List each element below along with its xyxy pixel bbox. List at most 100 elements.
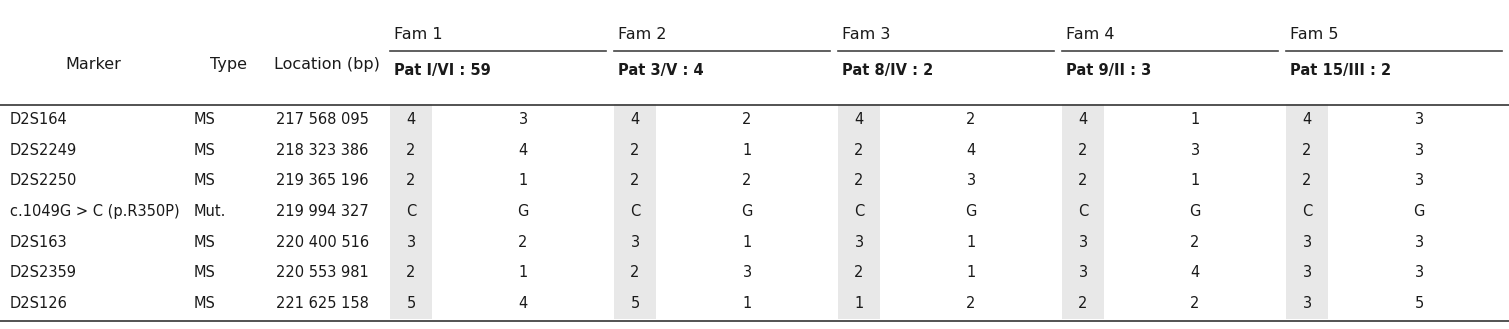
- Text: 220 553 981: 220 553 981: [276, 266, 368, 280]
- Text: C: C: [1302, 204, 1313, 219]
- Text: 2: 2: [1079, 173, 1088, 188]
- Text: 2: 2: [1302, 142, 1311, 158]
- Text: 4: 4: [519, 142, 528, 158]
- Text: Location (bp): Location (bp): [275, 57, 380, 72]
- Text: G: G: [1414, 204, 1424, 219]
- Text: 3: 3: [1191, 142, 1200, 158]
- Bar: [1286, 104, 1328, 319]
- Text: Marker: Marker: [65, 57, 121, 72]
- Text: Fam 4: Fam 4: [1065, 27, 1115, 42]
- Text: G: G: [518, 204, 528, 219]
- Text: Pat 15/III : 2: Pat 15/III : 2: [1290, 63, 1391, 79]
- Text: 1: 1: [1191, 112, 1200, 127]
- Text: 3: 3: [1414, 112, 1423, 127]
- Text: 1: 1: [742, 235, 751, 250]
- Text: 3: 3: [1414, 142, 1423, 158]
- Text: 2: 2: [631, 173, 640, 188]
- Text: D2S164: D2S164: [11, 112, 68, 127]
- Text: 4: 4: [1302, 112, 1311, 127]
- Text: MS: MS: [195, 112, 216, 127]
- Bar: [1062, 104, 1105, 319]
- Text: MS: MS: [195, 173, 216, 188]
- Text: 4: 4: [854, 112, 863, 127]
- Text: 3: 3: [1414, 235, 1423, 250]
- Text: 2: 2: [518, 235, 528, 250]
- Text: 2: 2: [406, 266, 415, 280]
- Text: 2: 2: [966, 296, 976, 311]
- Text: C: C: [854, 204, 865, 219]
- Bar: [837, 104, 880, 319]
- Text: MS: MS: [195, 296, 216, 311]
- Text: 3: 3: [1302, 266, 1311, 280]
- Text: 4: 4: [966, 142, 976, 158]
- Text: 218 323 386: 218 323 386: [276, 142, 368, 158]
- Text: 4: 4: [1191, 266, 1200, 280]
- Text: 2: 2: [854, 173, 863, 188]
- Text: C: C: [629, 204, 640, 219]
- Text: D2S163: D2S163: [11, 235, 68, 250]
- Text: 221 625 158: 221 625 158: [276, 296, 368, 311]
- Text: 2: 2: [1191, 296, 1200, 311]
- Text: Pat 8/IV : 2: Pat 8/IV : 2: [842, 63, 933, 79]
- Text: Fam 1: Fam 1: [394, 27, 442, 42]
- Text: 3: 3: [1079, 235, 1088, 250]
- Text: G: G: [741, 204, 753, 219]
- Text: D2S2250: D2S2250: [11, 173, 77, 188]
- Text: D2S126: D2S126: [11, 296, 68, 311]
- Text: D2S2249: D2S2249: [11, 142, 77, 158]
- Text: Fam 2: Fam 2: [619, 27, 667, 42]
- Text: 2: 2: [631, 142, 640, 158]
- Text: 4: 4: [519, 296, 528, 311]
- Text: 3: 3: [406, 235, 415, 250]
- Text: C: C: [406, 204, 416, 219]
- Text: 2: 2: [742, 112, 751, 127]
- Text: 4: 4: [631, 112, 640, 127]
- Text: 5: 5: [406, 296, 415, 311]
- Text: Fam 5: Fam 5: [1290, 27, 1338, 42]
- Text: c.1049G > C (p.R350P): c.1049G > C (p.R350P): [11, 204, 180, 219]
- Text: 3: 3: [1079, 266, 1088, 280]
- Text: G: G: [1189, 204, 1201, 219]
- Text: Pat I/VI : 59: Pat I/VI : 59: [394, 63, 490, 79]
- Text: 2: 2: [854, 142, 863, 158]
- Text: 2: 2: [1079, 296, 1088, 311]
- Text: C: C: [1077, 204, 1088, 219]
- Text: 5: 5: [1414, 296, 1423, 311]
- Text: 2: 2: [406, 173, 415, 188]
- Text: Mut.: Mut.: [195, 204, 226, 219]
- Text: Type: Type: [210, 57, 246, 72]
- Text: 3: 3: [631, 235, 640, 250]
- Text: 2: 2: [1079, 142, 1088, 158]
- Bar: [614, 104, 656, 319]
- Text: 3: 3: [1302, 296, 1311, 311]
- Text: 2: 2: [631, 266, 640, 280]
- Text: 2: 2: [966, 112, 976, 127]
- Text: 220 400 516: 220 400 516: [276, 235, 370, 250]
- Text: 219 365 196: 219 365 196: [276, 173, 368, 188]
- Text: 1: 1: [966, 235, 976, 250]
- Text: 1: 1: [519, 266, 528, 280]
- Text: D2S2359: D2S2359: [11, 266, 77, 280]
- Text: 2: 2: [742, 173, 751, 188]
- Text: 3: 3: [966, 173, 975, 188]
- Text: 219 994 327: 219 994 327: [276, 204, 368, 219]
- Text: 1: 1: [519, 173, 528, 188]
- Text: 4: 4: [406, 112, 415, 127]
- Text: 3: 3: [1414, 266, 1423, 280]
- Text: 2: 2: [1302, 173, 1311, 188]
- Text: MS: MS: [195, 235, 216, 250]
- Text: Pat 9/II : 3: Pat 9/II : 3: [1065, 63, 1151, 79]
- Text: G: G: [966, 204, 976, 219]
- Text: 5: 5: [631, 296, 640, 311]
- Text: MS: MS: [195, 266, 216, 280]
- Text: 3: 3: [1414, 173, 1423, 188]
- Text: 1: 1: [742, 142, 751, 158]
- Text: 2: 2: [854, 266, 863, 280]
- Text: 3: 3: [1302, 235, 1311, 250]
- Text: 3: 3: [742, 266, 751, 280]
- Text: 1: 1: [1191, 173, 1200, 188]
- Text: Pat 3/V : 4: Pat 3/V : 4: [619, 63, 703, 79]
- Text: Fam 3: Fam 3: [842, 27, 890, 42]
- Text: 217 568 095: 217 568 095: [276, 112, 368, 127]
- Text: 1: 1: [854, 296, 863, 311]
